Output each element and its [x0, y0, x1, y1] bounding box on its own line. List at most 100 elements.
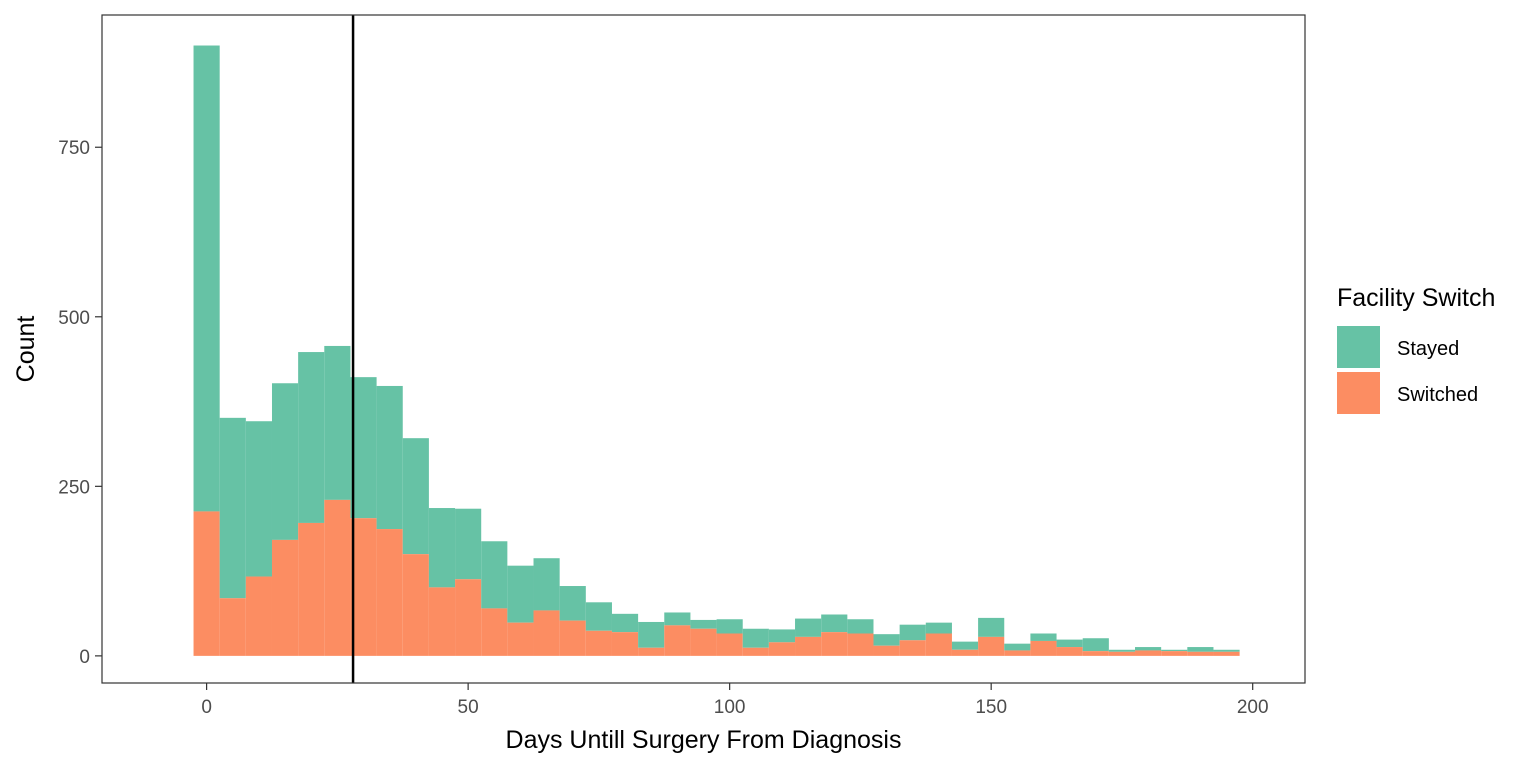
bar-stayed — [219, 417, 246, 599]
y-tick-label: 750 — [58, 138, 90, 159]
x-tick-label: 200 — [1237, 697, 1269, 718]
bar-switched — [559, 620, 586, 656]
bar-stayed — [245, 421, 272, 577]
bar-switched — [795, 636, 822, 656]
bar-switched — [324, 499, 351, 656]
bar-switched — [219, 598, 246, 656]
bar-switched — [899, 640, 926, 656]
bar-stayed — [481, 541, 508, 609]
legend-label-switched: Switched — [1397, 384, 1478, 406]
bar-stayed — [193, 45, 220, 512]
bar-switched — [428, 587, 456, 656]
bar-switched — [925, 633, 952, 656]
bar-stayed — [533, 558, 560, 611]
bar-switched — [821, 632, 848, 656]
bar-stayed — [1030, 633, 1057, 641]
x-axis: 0 50 100 150 200 — [201, 683, 1269, 718]
bar-stayed — [768, 629, 796, 643]
bar-stayed — [1082, 638, 1109, 652]
bar-stayed — [795, 618, 822, 637]
legend-label-stayed: Stayed — [1397, 338, 1459, 360]
bar-stayed — [507, 565, 534, 623]
legend: Facility Switch Stayed Switched — [1337, 284, 1495, 414]
bar-stayed — [873, 634, 900, 646]
x-tick-label: 0 — [201, 697, 212, 718]
bar-stayed — [1161, 649, 1188, 652]
bar-switched — [1161, 651, 1188, 656]
bar-switched — [978, 636, 1005, 656]
y-axis-title: Count — [12, 316, 40, 383]
legend-title: Facility Switch — [1337, 284, 1495, 312]
bar-switched — [245, 576, 272, 656]
bar-switched — [742, 647, 769, 656]
bar-switched — [1187, 651, 1214, 656]
y-tick-label: 0 — [79, 647, 90, 668]
bar-switched — [873, 645, 900, 656]
bar-switched — [350, 518, 377, 656]
bar-stayed — [1135, 647, 1162, 651]
bar-switched — [638, 647, 665, 656]
bar-switched — [298, 522, 325, 656]
plot-panel-border — [101, 14, 1306, 684]
bar-switched — [271, 539, 299, 656]
bar-switched — [455, 579, 482, 656]
bar-switched — [1056, 647, 1083, 656]
bar-stayed — [324, 345, 351, 500]
bar-stayed — [1004, 643, 1031, 651]
x-axis-title: Days Untill Surgery From Diagnosis — [506, 726, 902, 754]
y-axis: 0 250 500 750 — [58, 138, 102, 668]
bar-stayed — [899, 624, 926, 641]
bar-switched — [951, 649, 979, 656]
y-tick-label: 250 — [58, 477, 90, 498]
bar-stayed — [978, 617, 1005, 637]
bar-stayed — [298, 352, 325, 523]
bar-switched — [690, 628, 717, 656]
bar-switched — [768, 642, 796, 656]
legend-swatch-switched — [1337, 372, 1380, 414]
bar-stayed — [821, 614, 848, 633]
bar-switched — [1213, 651, 1240, 656]
bar-stayed — [559, 586, 586, 621]
bar-stayed — [716, 619, 743, 634]
bar-stayed — [847, 619, 874, 634]
bar-stayed — [925, 622, 952, 634]
bar-switched — [481, 608, 508, 656]
bar-stayed — [951, 641, 979, 650]
bar-stayed — [402, 438, 429, 555]
bar-switched — [664, 625, 691, 656]
x-tick-label: 100 — [714, 697, 746, 718]
x-tick-label: 50 — [458, 697, 479, 718]
bar-switched — [611, 632, 639, 656]
bar-stayed — [455, 508, 482, 580]
bar-stayed — [664, 612, 691, 626]
bar-stayed — [1187, 647, 1214, 652]
bar-stayed — [376, 385, 403, 530]
bar-switched — [507, 622, 534, 656]
bar-stayed — [428, 508, 456, 588]
bar-stayed — [690, 619, 717, 629]
bar-stayed — [271, 383, 299, 540]
legend-swatch-stayed — [1337, 326, 1380, 368]
bar-stayed — [585, 602, 612, 631]
bar-stayed — [1108, 649, 1136, 652]
bar-switched — [585, 630, 612, 656]
bar-switched — [402, 554, 429, 656]
bar-stayed — [638, 621, 665, 648]
bar-stayed — [1056, 639, 1083, 648]
bar-switched — [1135, 650, 1162, 656]
y-tick-label: 500 — [58, 308, 90, 329]
bar-switched — [716, 633, 743, 656]
bar-switched — [1108, 651, 1136, 656]
bar-stayed — [350, 377, 377, 519]
bar-switched — [847, 633, 874, 656]
bar-switched — [1082, 651, 1109, 656]
bar-stayed — [611, 613, 639, 633]
bar-switched — [193, 511, 220, 656]
bar-switched — [1030, 640, 1057, 656]
bars-group — [193, 45, 1240, 656]
x-tick-label: 150 — [975, 697, 1007, 718]
bar-stayed — [742, 628, 769, 648]
bar-switched — [376, 529, 403, 656]
bar-stayed — [1213, 649, 1240, 652]
